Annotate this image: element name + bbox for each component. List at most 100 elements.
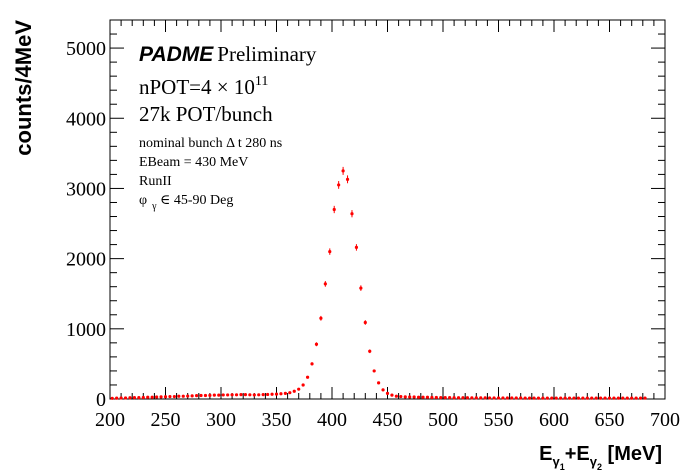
y-axis-title: counts/4MeV (11, 20, 36, 156)
data-point (261, 393, 265, 397)
x-axis-title-plus: + (565, 443, 577, 465)
marker (363, 320, 367, 325)
data-point (363, 320, 367, 325)
data-point (230, 393, 234, 397)
annotation-npot-exponent: 11 (255, 74, 268, 89)
data-point (492, 396, 496, 400)
marker (314, 342, 319, 346)
marker (150, 395, 154, 399)
data-point (554, 396, 558, 400)
data-point (488, 396, 492, 400)
marker (501, 396, 505, 400)
data-point (203, 393, 208, 398)
data-point (217, 393, 221, 397)
data-point (208, 393, 212, 397)
x-tick-label: 550 (484, 409, 514, 431)
marker (128, 396, 132, 400)
data-point (412, 395, 416, 399)
data-point (177, 394, 181, 398)
data-point (385, 391, 390, 395)
marker (563, 396, 567, 400)
marker (510, 396, 514, 400)
marker (270, 392, 274, 396)
x-axis-title-index1: 1 (560, 462, 565, 472)
data-point (354, 244, 359, 251)
data-point (465, 396, 470, 400)
marker (572, 396, 576, 400)
data-point (292, 389, 296, 393)
marker (390, 393, 394, 397)
marker (470, 396, 474, 400)
marker (590, 396, 594, 400)
marker (403, 395, 407, 399)
marker (119, 396, 123, 400)
x-axis-title-gamma2: γ (590, 454, 598, 469)
data-point (581, 396, 585, 400)
data-point (607, 396, 612, 400)
annotation-brand-preliminary: Preliminary (217, 42, 317, 66)
data-point (527, 396, 532, 400)
marker (621, 396, 625, 400)
data-point (283, 391, 287, 395)
data-point (599, 396, 603, 400)
marker (492, 396, 496, 400)
marker (279, 392, 283, 396)
x-tick-label: 450 (373, 409, 403, 431)
marker (319, 316, 323, 320)
data-point (421, 395, 425, 399)
data-point (523, 396, 527, 400)
data-point (483, 396, 487, 400)
marker (616, 396, 620, 400)
marker (594, 396, 598, 400)
annotation-run: RunII (139, 174, 172, 189)
marker (261, 393, 265, 397)
x-tick-label: 700 (650, 409, 680, 431)
marker (234, 393, 239, 397)
marker (301, 383, 305, 387)
data-point (403, 395, 407, 399)
data-point (137, 395, 141, 400)
data-point (345, 175, 350, 184)
marker (554, 396, 558, 400)
marker (186, 394, 190, 398)
marker (323, 282, 327, 286)
marker (368, 349, 372, 353)
x-axis-title-index2: 2 (597, 462, 602, 472)
marker (248, 393, 252, 397)
x-tick-label: 350 (262, 409, 292, 431)
marker (274, 392, 279, 396)
data-point (332, 205, 336, 214)
data-point (257, 393, 261, 397)
data-point (341, 166, 345, 175)
data-point (514, 396, 518, 400)
marker (545, 396, 549, 400)
x-tick-label: 600 (539, 409, 569, 431)
data-point (239, 393, 243, 397)
data-point (434, 395, 438, 400)
marker (354, 245, 359, 249)
data-point (390, 393, 394, 397)
marker (181, 394, 185, 398)
marker (168, 394, 172, 399)
data-point (399, 394, 403, 399)
y-tick-label: 5000 (66, 38, 106, 60)
data-point (199, 393, 203, 398)
marker (372, 369, 376, 373)
data-points (110, 166, 647, 400)
marker (208, 393, 212, 397)
data-point (146, 395, 150, 399)
data-point (186, 394, 190, 398)
marker (110, 396, 114, 400)
x-axis-title-gamma1: γ (552, 454, 560, 469)
marker (381, 388, 385, 392)
data-point (150, 395, 154, 399)
marker (448, 395, 452, 400)
y-tick-label: 1000 (66, 319, 106, 341)
marker (266, 392, 270, 397)
data-point (625, 396, 629, 400)
data-point (381, 388, 385, 392)
data-point (314, 342, 319, 347)
data-point (576, 396, 581, 400)
marker (177, 394, 181, 398)
